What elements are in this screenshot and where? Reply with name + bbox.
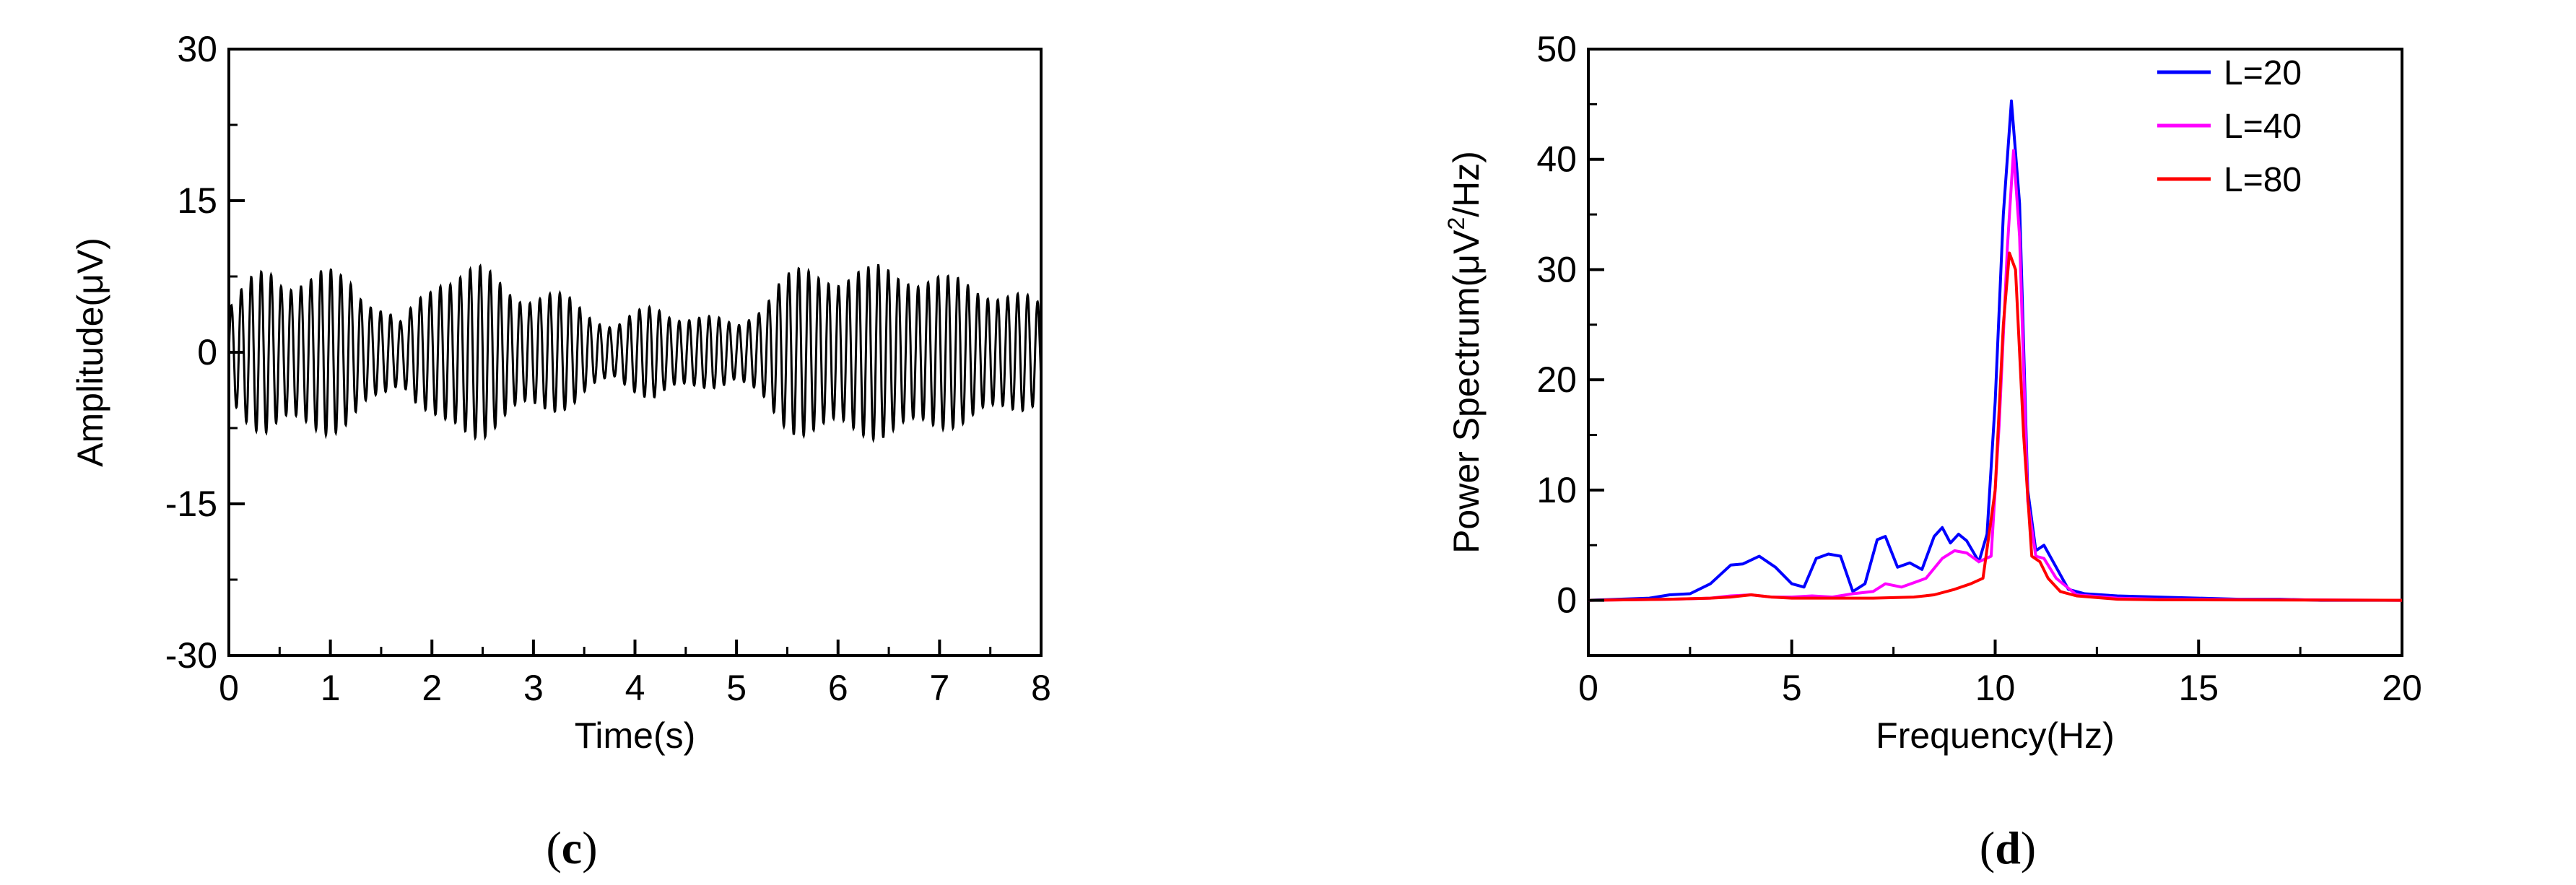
panel-label-d: (d) [1980,822,2036,873]
x-tick-label: 1 [321,668,341,708]
x-tick-label: 10 [1975,668,2016,708]
amplitude-plot-area [227,48,1043,657]
spectrum-series-1-line [1588,99,2402,602]
amplitude-x-axis-label: Time(s) [575,715,696,756]
y-tick-label: 20 [1536,359,1577,400]
x-tick-label: 0 [219,668,239,708]
y-tick-label: 0 [197,332,217,372]
x-tick-label: 15 [2178,668,2219,708]
spectrum-series-3-line [1588,251,2403,602]
y-tick-label: -30 [165,635,217,676]
x-tick-label: 7 [929,668,949,708]
y-tick-label: 0 [1557,580,1577,621]
power-spectrum-chart: 0 5 10 15 20 0 10 20 30 40 50 L=20 L=40 L=80 Freque… [1443,29,2422,756]
x-tick-label: 4 [625,668,645,708]
y-tick-label: 15 [177,180,217,221]
spectrum-x-axis-label: Frequency(Hz) [1876,715,2115,756]
y-tick-label: 30 [1536,249,1577,289]
y-tick-label: 40 [1536,139,1577,180]
panel-label-c: (c) [546,822,597,873]
spectrum-x-ticks: 0 5 10 15 20 [1578,640,2422,708]
y-tick-label: 30 [177,29,217,69]
amplitude-y-axis-label: Amplitude(μV) [70,237,110,467]
amplitude-x-ticks: 0 1 2 3 4 5 6 7 8 [219,640,1051,708]
legend-label: L=20 [2224,54,2302,92]
spectrum-y-axis-label: Power Spectrum(μV2/Hz) [1443,151,1487,554]
x-tick-label: 20 [2382,668,2422,708]
spectrum-series-group [1588,99,2403,602]
y-tick-label: 10 [1536,470,1577,510]
x-tick-label: 0 [1578,668,1598,708]
amplitude-y-ticks: -30 -15 0 15 30 [165,29,245,676]
x-tick-label: 5 [1782,668,1802,708]
spectrum-y-ticks: 0 10 20 30 40 50 [1536,29,1604,621]
amplitude-time-chart: 0 1 2 3 4 5 6 7 8 -30 -15 0 15 30 Time(s) Amplitude(… [70,29,1051,756]
x-tick-label: 6 [828,668,848,708]
x-tick-label: 3 [523,668,544,708]
x-tick-label: 2 [422,668,442,708]
x-tick-label: 5 [726,668,747,708]
y-tick-label: 50 [1536,29,1577,69]
amplitude-plot-frame [227,48,1043,657]
spectrum-legend: L=20 L=40 L=80 [2157,54,2302,199]
amplitude-trace [227,263,1043,443]
legend-label: L=80 [2224,161,2302,199]
legend-label: L=40 [2224,108,2302,146]
x-tick-label: 8 [1031,668,1051,708]
y-tick-label: -15 [165,484,217,524]
